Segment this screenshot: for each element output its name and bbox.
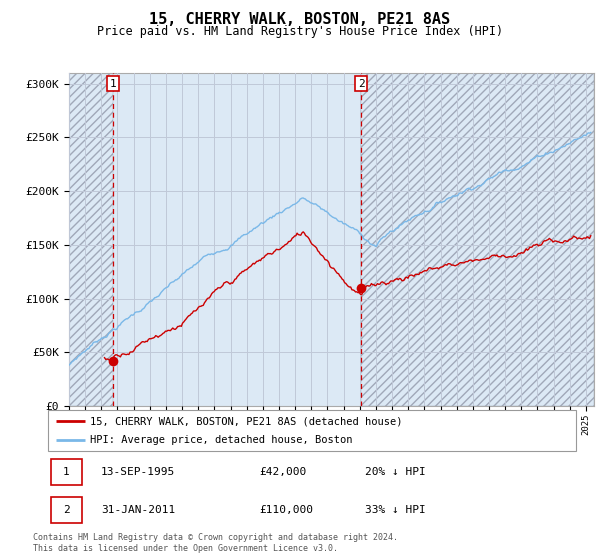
Text: 33% ↓ HPI: 33% ↓ HPI xyxy=(365,505,425,515)
Text: 15, CHERRY WALK, BOSTON, PE21 8AS: 15, CHERRY WALK, BOSTON, PE21 8AS xyxy=(149,12,451,27)
Text: 15, CHERRY WALK, BOSTON, PE21 8AS (detached house): 15, CHERRY WALK, BOSTON, PE21 8AS (detac… xyxy=(90,417,403,426)
Text: Contains HM Land Registry data © Crown copyright and database right 2024.
This d: Contains HM Land Registry data © Crown c… xyxy=(33,533,398,553)
Text: £42,000: £42,000 xyxy=(259,467,307,477)
FancyBboxPatch shape xyxy=(50,459,82,486)
FancyBboxPatch shape xyxy=(48,410,576,451)
Text: 20% ↓ HPI: 20% ↓ HPI xyxy=(365,467,425,477)
Text: 13-SEP-1995: 13-SEP-1995 xyxy=(101,467,175,477)
Text: 31-JAN-2011: 31-JAN-2011 xyxy=(101,505,175,515)
Text: 1: 1 xyxy=(109,78,116,88)
Text: HPI: Average price, detached house, Boston: HPI: Average price, detached house, Bost… xyxy=(90,435,353,445)
Text: 2: 2 xyxy=(358,78,364,88)
Text: £110,000: £110,000 xyxy=(259,505,313,515)
Text: Price paid vs. HM Land Registry's House Price Index (HPI): Price paid vs. HM Land Registry's House … xyxy=(97,25,503,38)
Text: 2: 2 xyxy=(63,505,70,515)
Text: 1: 1 xyxy=(63,467,70,477)
FancyBboxPatch shape xyxy=(50,497,82,523)
